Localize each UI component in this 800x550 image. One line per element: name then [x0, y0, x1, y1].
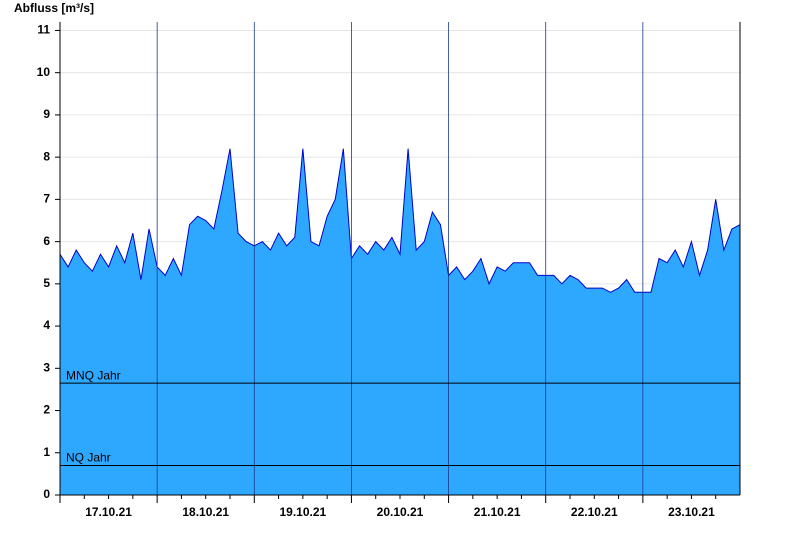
y-tick-label: 10: [37, 65, 51, 79]
x-tick-label: 17.10.21: [85, 505, 132, 519]
x-tick-label: 22.10.21: [571, 505, 618, 519]
y-tick-label: 9: [43, 107, 50, 121]
y-axis-title: Abfluss [m³/s]: [14, 1, 94, 15]
y-tick-label: 6: [43, 234, 50, 248]
x-tick-label: 20.10.21: [377, 505, 424, 519]
x-tick-label: 23.10.21: [668, 505, 715, 519]
y-tick-label: 4: [43, 318, 50, 332]
x-tick-label: 21.10.21: [474, 505, 521, 519]
area: [60, 148, 740, 496]
y-tick-label: 7: [43, 192, 50, 206]
y-tick-label: 0: [43, 487, 50, 501]
y-tick-label: 1: [43, 445, 50, 459]
y-tick-label: 5: [43, 276, 50, 290]
reference-label: MNQ Jahr: [66, 368, 121, 382]
x-tick-label: 18.10.21: [182, 505, 229, 519]
reference-label: NQ Jahr: [66, 451, 111, 465]
y-tick-label: 2: [43, 403, 50, 417]
y-tick-label: 3: [43, 360, 50, 374]
line: [59, 148, 741, 293]
y-tick-label: 8: [43, 149, 50, 163]
y-tick-label: 11: [37, 23, 50, 37]
x-tick-label: 19.10.21: [279, 505, 326, 519]
